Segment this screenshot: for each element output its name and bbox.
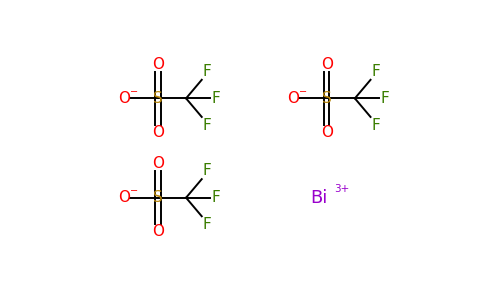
- Text: F: F: [381, 91, 390, 106]
- Text: F: F: [202, 218, 211, 232]
- Text: F: F: [371, 64, 380, 79]
- Text: O: O: [118, 91, 130, 106]
- Text: F: F: [202, 163, 211, 178]
- Text: F: F: [212, 91, 221, 106]
- Text: S: S: [322, 91, 332, 106]
- Text: F: F: [371, 118, 380, 133]
- Text: O: O: [152, 224, 164, 239]
- Text: O: O: [321, 125, 333, 140]
- Text: O: O: [152, 125, 164, 140]
- Text: O: O: [118, 190, 130, 205]
- Text: S: S: [153, 91, 163, 106]
- Text: S: S: [153, 190, 163, 205]
- Text: F: F: [202, 118, 211, 133]
- Text: O: O: [152, 156, 164, 171]
- Text: F: F: [202, 64, 211, 79]
- Text: O: O: [287, 91, 299, 106]
- Text: −: −: [130, 186, 138, 196]
- Text: 3+: 3+: [334, 184, 349, 194]
- Text: −: −: [299, 87, 307, 97]
- Text: F: F: [212, 190, 221, 205]
- Text: −: −: [130, 87, 138, 97]
- Text: O: O: [321, 57, 333, 72]
- Text: O: O: [152, 57, 164, 72]
- Text: Bi: Bi: [311, 189, 328, 207]
